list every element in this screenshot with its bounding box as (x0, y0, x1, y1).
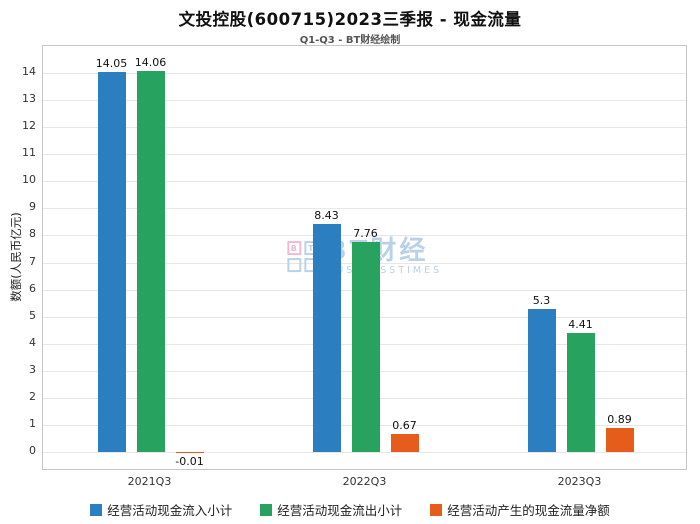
bar (605, 427, 634, 453)
x-tick-label: 2022Q3 (342, 475, 387, 488)
legend-swatch (90, 503, 103, 516)
bar (527, 308, 556, 453)
legend-label: 经营活动产生的现金流量净额 (447, 503, 610, 518)
gridline (43, 208, 686, 210)
chart-title: 文投控股(600715)2023三季报 - 现金流量 (178, 10, 522, 29)
legend-swatch (430, 503, 443, 516)
plot-area: B T BT财经 BUSINESSTIMES 14.0514.06-0.018.… (42, 45, 687, 470)
y-tick-label: 1 (29, 416, 36, 430)
y-tick-label: 11 (22, 146, 36, 160)
legend-swatch (260, 503, 273, 516)
y-tick-label: 14 (22, 65, 36, 79)
y-tick-label: 4 (29, 335, 36, 349)
watermark-logo-cell (286, 258, 301, 273)
bar-value-label: 8.43 (314, 208, 339, 222)
y-tick-label: 3 (29, 362, 36, 376)
y-tick-label: 9 (29, 200, 36, 214)
bar-value-label: -0.01 (175, 455, 204, 469)
legend-label: 经营活动现金流出小计 (277, 503, 403, 518)
y-tick-label: 5 (29, 308, 36, 322)
chart-subtitle: Q1-Q3 - BT财经绘制 (299, 35, 401, 46)
bar-value-label: 7.76 (353, 226, 378, 240)
bar (351, 241, 380, 453)
y-tick-label: 10 (22, 173, 36, 187)
y-tick-label: 12 (22, 119, 36, 133)
bar (566, 332, 595, 453)
gridline (43, 452, 686, 454)
bar-value-label: 0.89 (607, 412, 632, 426)
x-tick-label: 2021Q3 (127, 475, 172, 488)
legend-item-1: 经营活动现金流出小计 (260, 500, 402, 519)
y-tick-label: 13 (22, 92, 36, 106)
gridline (43, 181, 686, 183)
bar (312, 223, 341, 453)
legend-label: 经营活动现金流入小计 (107, 503, 233, 518)
bar-value-label: 4.41 (568, 317, 593, 331)
legend: 经营活动现金流入小计 经营活动现金流出小计 经营活动产生的现金流量净额 (0, 500, 700, 519)
y-tick-label: 2 (29, 389, 36, 403)
bar (390, 433, 419, 453)
watermark-title: BT财经 (327, 237, 442, 265)
gridline (43, 100, 686, 102)
gridline (43, 235, 686, 237)
y-tick-label: 8 (29, 227, 36, 241)
y-tick-label: 6 (29, 281, 36, 295)
y-tick-label: 0 (29, 444, 36, 458)
watermark-logo-cell: B (286, 241, 301, 256)
gridline (43, 154, 686, 156)
bar (97, 71, 126, 453)
gridline (43, 127, 686, 129)
bar-value-label: 5.3 (532, 293, 551, 307)
legend-item-0: 经营活动现金流入小计 (90, 500, 232, 519)
legend-item-2: 经营活动产生的现金流量净额 (430, 500, 610, 519)
bar (136, 71, 165, 453)
watermark-text-block: BT财经 BUSINESSTIMES (326, 237, 443, 276)
bar-value-label: 14.06 (134, 56, 167, 70)
bar-value-label: 0.67 (392, 418, 417, 432)
bar-value-label: 14.05 (95, 56, 128, 70)
gridline (43, 73, 686, 75)
y-tick-label: 7 (29, 254, 36, 268)
x-tick-label: 2023Q3 (557, 475, 602, 488)
watermark-subtitle: BUSINESSTIMES (326, 264, 443, 276)
